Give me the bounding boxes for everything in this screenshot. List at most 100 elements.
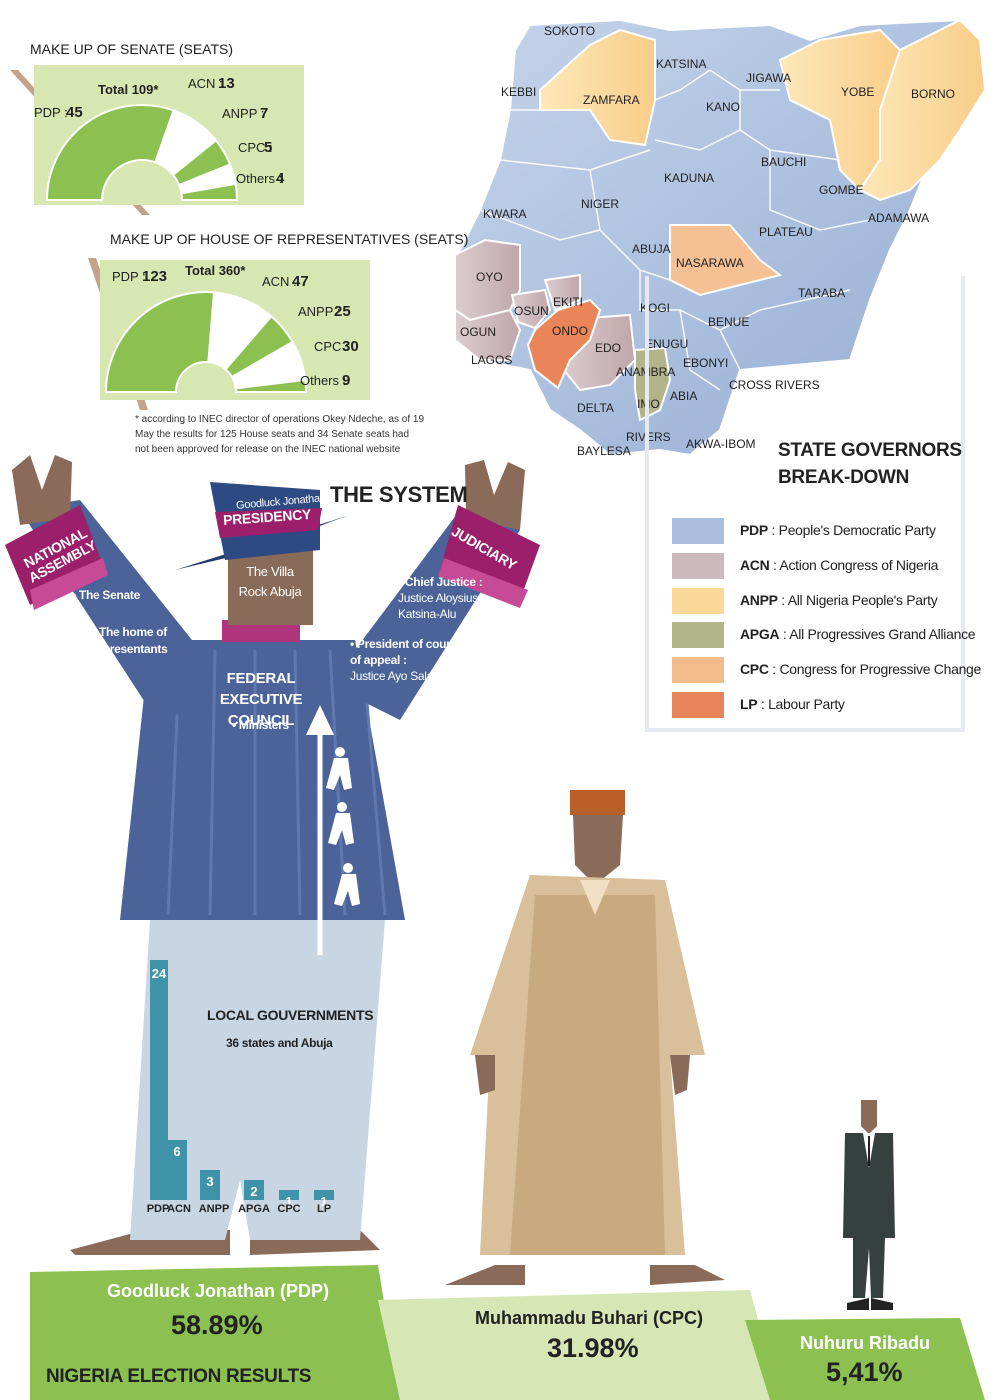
governor-bar-value: 24 [152,966,167,981]
local-title: LOCAL GOUVERNMENTS [207,1007,374,1023]
legend-label: PDP : People's Democratic Party [740,522,936,538]
governor-bar-pdp [150,960,168,1200]
governor-bar-label: ANPP [199,1203,230,1215]
map-osun [510,288,552,330]
legs [130,920,385,1240]
ministers-item: • Ministers [232,718,289,732]
map-label: OSUN [514,304,549,318]
ribadu-suit [843,1133,895,1298]
senate-cpc-value: 5 [264,139,272,156]
legend-swatch [672,518,724,544]
map-label: NASARAWA [676,256,744,270]
legend-swatch [672,692,724,718]
governor-bar-label: PDP [147,1203,170,1215]
map-borno [858,18,987,202]
results-title: NIGERIA ELECTION RESULTS [46,1366,312,1387]
legend-label: LP : Labour Party [740,696,845,712]
legend-label: APGA : All Progressives Grand Alliance [740,626,976,642]
legend-item: LP : Labour Party [672,692,962,720]
footnote: * according to INEC director of operatio… [135,414,425,455]
map-label: CROSS RIVERS [729,378,820,392]
legend-item: CPC : Congress for Progressive Change [672,657,981,685]
governor-bar-value: 6 [173,1144,180,1159]
senate-item: • The Senate [72,588,140,602]
buhari-right-foot [650,1265,725,1285]
ribadu-figure [843,1100,895,1310]
senate-others-label: Others : [236,171,282,186]
map-label: EDO [595,341,621,355]
ribadu-name: Nuhuru Ribadu [800,1333,930,1353]
podium-jonathan [30,1265,400,1400]
map-label: BAUCHI [761,155,806,169]
ribadu-right-shoe [871,1298,893,1310]
map-label: GOMBE [819,183,864,197]
senate-pdp-slice [45,104,175,201]
map-label: ABUJA [632,242,671,256]
nigeria-map: SOKOTO KATSINA JIGAWA YOBE BORNO KEBBI Z… [454,18,987,458]
house-anpp-label: ANPP : [298,304,340,319]
senate-anpp-label: ANPP : [222,106,264,121]
legend-item: ANPP : All Nigeria People's Party [672,588,962,616]
buhari-collar [580,880,610,915]
map-label: PLATEAU [759,225,813,239]
map-zamfara [539,28,656,147]
map-label: ABIA [670,389,697,403]
map-label: KADUNA [664,171,714,185]
jonathan-pct: 58.89% [171,1310,263,1340]
legend-swatch [672,657,724,683]
map-label: KEBBI [501,85,536,99]
court-of-appeal: • President of court of appeal : Justice… [350,637,455,683]
legend-swatch [672,553,724,579]
map-label: ENUGU [645,337,688,351]
map-label: BAYLESA [577,444,631,458]
buhari-figure [445,790,725,1285]
governor-bar-label: CPC [277,1203,300,1215]
podium-ribadu [745,1318,985,1400]
system-title: THE SYSTEM [330,482,468,507]
map-label: ZAMFARA [583,93,640,107]
senate-acn-value: 13 [218,75,235,92]
buhari-right-hand [670,1055,690,1095]
governor-bar-value: 1 [320,1194,327,1209]
senate-cpc-label: CPC : [238,140,273,155]
villa-label: The Villa Rock Abuja [238,564,302,599]
map-label: BORNO [911,87,955,101]
map-borders [479,69,871,391]
governor-bar-acn [167,1140,187,1200]
governor-bar-label: LP [317,1203,331,1215]
map-label: ADAMAWA [868,211,929,225]
house-acn-value: 47 [292,273,309,290]
legend-item: ACN : Action Congress of Nigeria [672,553,962,581]
results-podiums [30,1265,985,1400]
map-label: EBONYI [683,356,728,370]
governor-bar-cpc [279,1190,299,1200]
senate-others-slice [180,182,239,201]
governor-bar-value: 1 [285,1194,292,1209]
map-label: DELTA [577,401,614,415]
house-pdp-label: PDP : [112,269,146,284]
map-label: BENUE [708,315,749,329]
map-label: KATSINA [656,57,706,71]
map-label: NIGER [581,197,619,211]
governor-bar-label: ACN [167,1203,191,1215]
left-cuff-stripe [30,558,108,610]
fec-title: FEDERAL EXECUTIVE COUNCIL [219,670,303,729]
governor-bar-value: 3 [206,1174,213,1189]
map-label: JIGAWA [746,71,791,85]
legend-label: ACN : Action Congress of Nigeria [740,557,939,573]
buhari-pct: 31.98% [547,1333,639,1363]
house-others-label: Others : [300,373,346,388]
local-subtitle: 36 states and Abuja [226,1036,333,1050]
map-ogun [454,308,522,361]
buhari-left-hand [475,1055,495,1095]
legend-item: PDP : People's Democratic Party [672,518,962,546]
legend-swatch [672,588,724,614]
house-acn-label: ACN : [262,274,297,289]
chief-justice: • Chief Justice : Justice Aloysius Katsi… [398,575,483,621]
collar [222,620,300,642]
legend-label: CPC : Congress for Progressive Change [740,661,982,677]
legend-title: STATE GOVERNORS BREAK-DOWN [778,440,962,488]
senate-title: MAKE UP OF SENATE (SEATS) [30,41,234,57]
left-hand [12,455,72,525]
